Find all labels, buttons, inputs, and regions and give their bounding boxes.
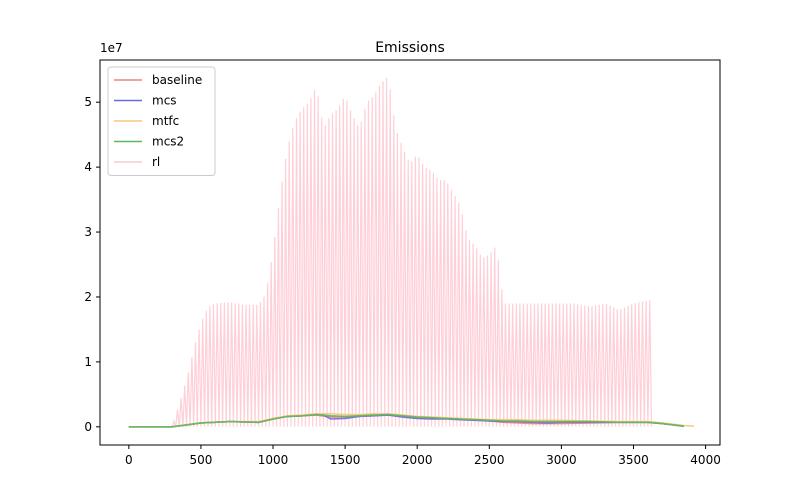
y-tick-label: 2 bbox=[84, 290, 92, 304]
y-axis: 0 1 2 3 4 5 bbox=[84, 95, 100, 434]
x-tick-label: 3000 bbox=[546, 453, 577, 467]
plot-area bbox=[128, 77, 695, 428]
x-axis: 0 500 1000 1500 2000 2500 3000 3500 4000 bbox=[125, 445, 721, 467]
x-tick-label: 500 bbox=[189, 453, 212, 467]
y-tick-label: 4 bbox=[84, 160, 92, 174]
y-tick-label: 3 bbox=[84, 225, 92, 239]
y-tick-label: 1 bbox=[84, 355, 92, 369]
x-tick-label: 4000 bbox=[690, 453, 721, 467]
x-tick-label: 0 bbox=[125, 453, 133, 467]
legend-label-rl: rl bbox=[152, 155, 160, 169]
axes-frame bbox=[99, 59, 721, 446]
y-tick-label: 0 bbox=[84, 420, 92, 434]
x-tick-label: 1000 bbox=[258, 453, 289, 467]
x-tick-label: 3500 bbox=[618, 453, 649, 467]
y-tick-label: 5 bbox=[84, 95, 92, 109]
y-offset-label: 1e7 bbox=[100, 41, 123, 55]
series-line-mtfc bbox=[128, 413, 695, 428]
legend-label-mcs: mcs bbox=[152, 94, 177, 108]
series-line-mcs2 bbox=[128, 413, 685, 428]
x-tick-label: 1500 bbox=[330, 453, 361, 467]
legend-label-baseline: baseline bbox=[152, 73, 202, 87]
legend: baseline mcs mtfc mcs2 rl bbox=[107, 66, 216, 176]
x-tick-label: 2500 bbox=[474, 453, 505, 467]
series-line-rl bbox=[128, 77, 653, 428]
chart-title: Emissions bbox=[375, 40, 445, 56]
x-tick-label: 2000 bbox=[402, 453, 433, 467]
legend-box bbox=[107, 66, 216, 176]
legend-label-mtfc: mtfc bbox=[152, 114, 179, 128]
legend-label-mcs2: mcs2 bbox=[152, 135, 184, 149]
